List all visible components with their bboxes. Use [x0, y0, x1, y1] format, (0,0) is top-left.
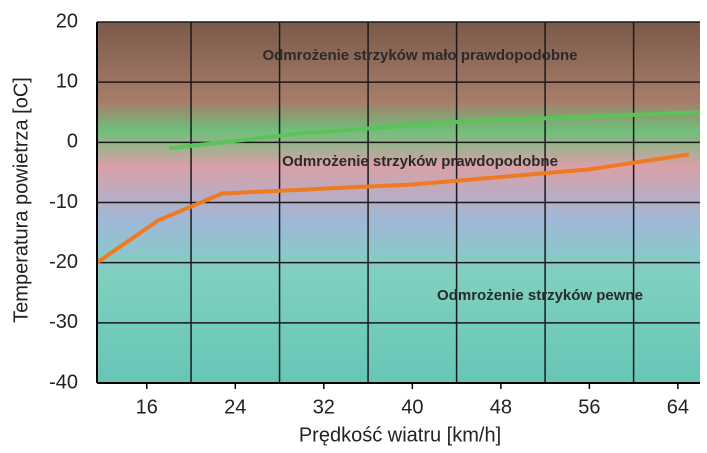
x-tick-label: 40	[401, 396, 423, 418]
x-tick-label: 64	[667, 396, 689, 418]
x-axis-title: Prędkość wiatru [km/h]	[299, 424, 501, 446]
x-tick-label: 24	[224, 396, 246, 418]
y-tick-label: -20	[49, 251, 78, 273]
x-tick-label: 16	[136, 396, 158, 418]
annotation: Odmrożenie strzyków pewne	[437, 287, 643, 304]
y-tick-label: -10	[49, 191, 78, 213]
x-tick-label: 32	[313, 396, 335, 418]
y-axis-title: Temperatura powietrza [oC]	[10, 77, 32, 323]
annotation: Odmrożenie strzyków prawdopodobne	[282, 153, 558, 170]
y-tick-label: 0	[67, 131, 78, 153]
y-tick-label: 10	[56, 70, 78, 92]
x-tick-label: 48	[490, 396, 512, 418]
chart: Odmrożenie strzyków mało prawdopodobne O…	[0, 0, 707, 448]
x-tick-label: 56	[578, 396, 600, 418]
y-tick-label: -30	[49, 311, 78, 333]
annotation: Odmrożenie strzyków mało prawdopodobne	[262, 47, 577, 64]
y-tick-label: -40	[49, 371, 78, 393]
y-tick-label: 20	[56, 10, 78, 32]
